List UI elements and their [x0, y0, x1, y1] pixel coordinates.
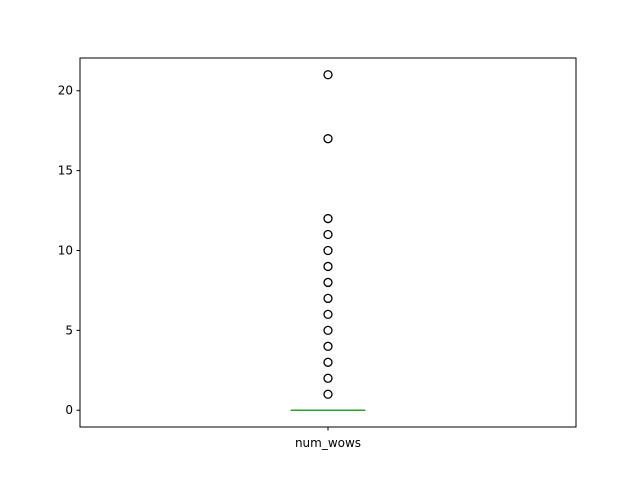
y-tick-label: 0 — [65, 403, 73, 417]
outlier-point — [324, 231, 332, 239]
outlier-point — [324, 278, 332, 286]
y-tick-label: 20 — [58, 84, 73, 98]
outlier-point — [324, 358, 332, 366]
outlier-point — [324, 71, 332, 79]
outlier-point — [324, 294, 332, 302]
outlier-point — [324, 390, 332, 398]
x-tick-label: num_wows — [295, 436, 361, 450]
outlier-point — [324, 262, 332, 270]
outlier-point — [324, 374, 332, 382]
plot-area — [291, 71, 365, 410]
outlier-point — [324, 215, 332, 223]
axes: 0 5 10 15 20 num_wows — [58, 58, 576, 450]
axes-frame — [80, 58, 576, 427]
y-tick-label: 15 — [58, 164, 73, 178]
y-tick-label: 10 — [58, 243, 73, 257]
outlier-point — [324, 246, 332, 254]
outlier-point — [324, 310, 332, 318]
outlier-point — [324, 326, 332, 334]
y-tick-label: 5 — [65, 323, 73, 337]
outlier-point — [324, 342, 332, 350]
outlier-point — [324, 135, 332, 143]
